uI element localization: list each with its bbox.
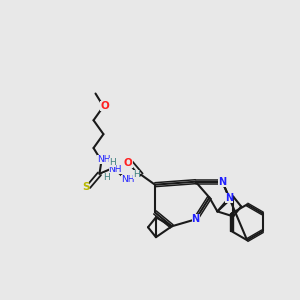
Text: NH: NH	[122, 175, 135, 184]
Text: NH: NH	[109, 165, 122, 174]
Text: N: N	[225, 193, 233, 202]
Text: H: H	[109, 158, 116, 167]
Text: O: O	[124, 158, 133, 168]
Text: O: O	[100, 101, 109, 111]
Text: H: H	[133, 170, 140, 179]
Text: N: N	[191, 214, 200, 224]
Text: N: N	[218, 177, 226, 187]
Text: H: H	[103, 173, 110, 182]
Text: S: S	[82, 182, 89, 192]
Text: NH: NH	[97, 155, 110, 164]
